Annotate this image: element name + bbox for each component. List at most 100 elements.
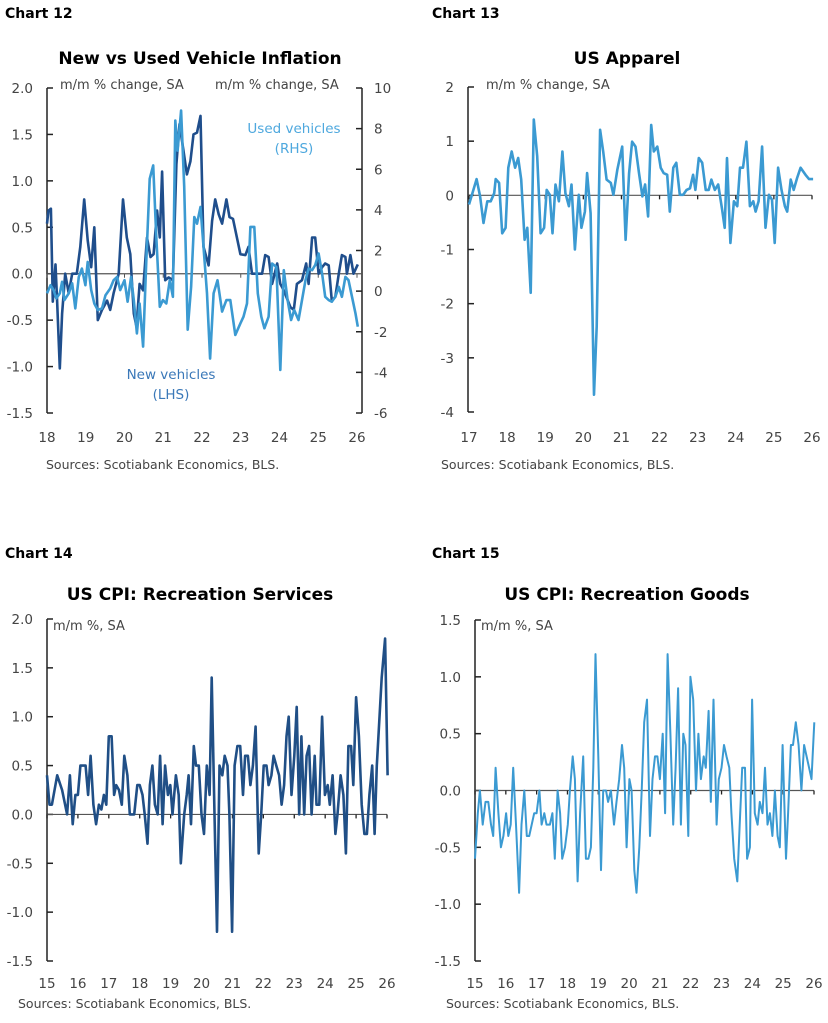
x-tick-label: 17 (460, 430, 477, 446)
x-tick-label: 23 (286, 976, 303, 992)
series-line-series-1 (467, 118, 814, 396)
y-tick-label: 1.5 (12, 661, 33, 677)
y-tick-label: 0.0 (12, 267, 33, 283)
y2-tick-label: 0 (374, 284, 383, 300)
y-tick-label: 0.5 (12, 220, 33, 236)
y2-tick-label: 6 (374, 162, 383, 178)
x-tick-label: 15 (38, 976, 55, 992)
y2-tick-label: 2 (374, 244, 383, 260)
x-tick-label: 21 (155, 430, 172, 446)
x-tick-label: 24 (744, 976, 761, 992)
x-tick-label: 20 (575, 430, 592, 446)
chart-14-source: Sources: Scotiabank Economics, BLS. (18, 996, 252, 1011)
series-line-series-1 (45, 637, 389, 933)
y-tick-label: -1.0 (7, 360, 33, 376)
x-tick-label: 23 (232, 430, 249, 446)
x-tick-label: 22 (193, 430, 210, 446)
y2-tick-label: -4 (374, 365, 387, 381)
y-tick-label: -1 (441, 243, 454, 259)
chart-14-plot: 2.0 1.5 1.0 0.5 0.0 -0.5 -1.0 -1.5 15 16 17 18 19 20 2… (7, 612, 396, 992)
y-tick-label: -3 (441, 351, 454, 367)
y-tick-label: 2.0 (12, 81, 33, 97)
y-tick-label: 0.0 (440, 784, 461, 800)
x-tick-label: 22 (651, 430, 668, 446)
x-tick-label: 18 (131, 976, 148, 992)
x-tick-label: 20 (620, 976, 637, 992)
y-tick-label: 0.5 (12, 759, 33, 775)
y-tick-label: 2.0 (12, 612, 33, 628)
x-tick-label: 21 (651, 976, 668, 992)
new-vehicles-annotation: New vehicles (LHS) (127, 365, 216, 405)
x-tick-label: 25 (775, 976, 792, 992)
chart-12-plot: 2.01.51.00.50.0-0.5-1.0-1.51086420-2-4-6… (7, 81, 392, 446)
x-tick-label: 20 (193, 976, 210, 992)
x-tick-label: 20 (116, 430, 133, 446)
x-tick-label: 18 (499, 430, 516, 446)
chart-13-plot: 210-1-2-3-417 18 19 20 21 22 23 24 25 26 (441, 80, 821, 446)
x-tick-label: 26 (805, 976, 822, 992)
x-tick-label: 26 (378, 976, 395, 992)
y-tick-label: -0.5 (435, 840, 461, 856)
y2-tick-label: 4 (374, 203, 383, 219)
series-line-used-vehicles-rhs (45, 109, 360, 372)
y-tick-label: 0.0 (12, 807, 33, 823)
x-tick-label: 19 (77, 430, 94, 446)
y-tick-label: -1.0 (7, 905, 33, 921)
used-vehicles-label: Used vehicles (247, 121, 341, 137)
y-tick-label: -1.5 (7, 954, 33, 970)
x-tick-label: 24 (271, 430, 288, 446)
y-tick-label: -4 (441, 405, 454, 421)
x-tick-label: 26 (348, 430, 365, 446)
x-tick-label: 19 (590, 976, 607, 992)
y-tick-label: 1.5 (12, 127, 33, 143)
chart-14-title: US CPI: Recreation Services (66, 585, 334, 605)
y-tick-label: 0.5 (440, 727, 461, 743)
x-tick-label: 15 (466, 976, 483, 992)
y-tick-label: -0.5 (7, 313, 33, 329)
x-tick-label: 18 (559, 976, 576, 992)
y-tick-label: -1.5 (7, 406, 33, 422)
x-tick-label: 24 (317, 976, 334, 992)
chart-15-title: US CPI: Recreation Goods (504, 585, 750, 605)
chart-13-source: Sources: Scotiabank Economics, BLS. (441, 457, 675, 472)
x-tick-label: 19 (162, 976, 179, 992)
chart-14-label: Chart 14 (5, 546, 73, 562)
x-tick-label: 18 (38, 430, 55, 446)
y-tick-label: -1.0 (435, 897, 461, 913)
y-tick-label: -1.5 (435, 954, 461, 970)
y-tick-label: 1.0 (12, 710, 33, 726)
y-tick-label: 1.0 (440, 670, 461, 686)
y-tick-label: 0 (445, 188, 454, 204)
y-tick-label: 1.0 (12, 174, 33, 190)
series-line-series-1 (474, 653, 816, 894)
chart-12-source: Sources: Scotiabank Economics, BLS. (46, 457, 280, 472)
x-tick-label: 22 (682, 976, 699, 992)
x-tick-label: 17 (528, 976, 545, 992)
new-vehicles-label: New vehicles (126, 367, 216, 383)
y-tick-label: 1.5 (440, 613, 461, 629)
x-tick-label: 25 (765, 430, 782, 446)
x-tick-label: 16 (69, 976, 86, 992)
chart-14-units: m/m %, SA (53, 619, 125, 634)
x-tick-label: 25 (347, 976, 364, 992)
used-vehicles-annotation: Used vehicles (RHS) (247, 119, 340, 159)
y-tick-label: 2 (445, 80, 454, 96)
x-tick-label: 26 (803, 430, 820, 446)
y2-tick-label: 8 (374, 122, 383, 138)
y-tick-label: 1 (445, 134, 454, 150)
chart-13-title: US Apparel (573, 49, 681, 69)
chart-15-units: m/m %, SA (481, 619, 553, 634)
chart-12-title: New vs Used Vehicle Inflation (58, 49, 342, 69)
y-tick-label: -0.5 (7, 856, 33, 872)
y2-tick-label: -2 (374, 325, 387, 341)
x-tick-label: 16 (497, 976, 514, 992)
used-vehicles-axis-note: (RHS) (274, 141, 314, 157)
chart-13-label: Chart 13 (432, 6, 500, 22)
x-tick-label: 24 (727, 430, 744, 446)
x-tick-label: 25 (310, 430, 327, 446)
chart-13-units: m/m % change, SA (486, 78, 610, 93)
y2-tick-label: -6 (374, 406, 387, 422)
x-tick-label: 23 (689, 430, 706, 446)
x-tick-label: 19 (537, 430, 554, 446)
